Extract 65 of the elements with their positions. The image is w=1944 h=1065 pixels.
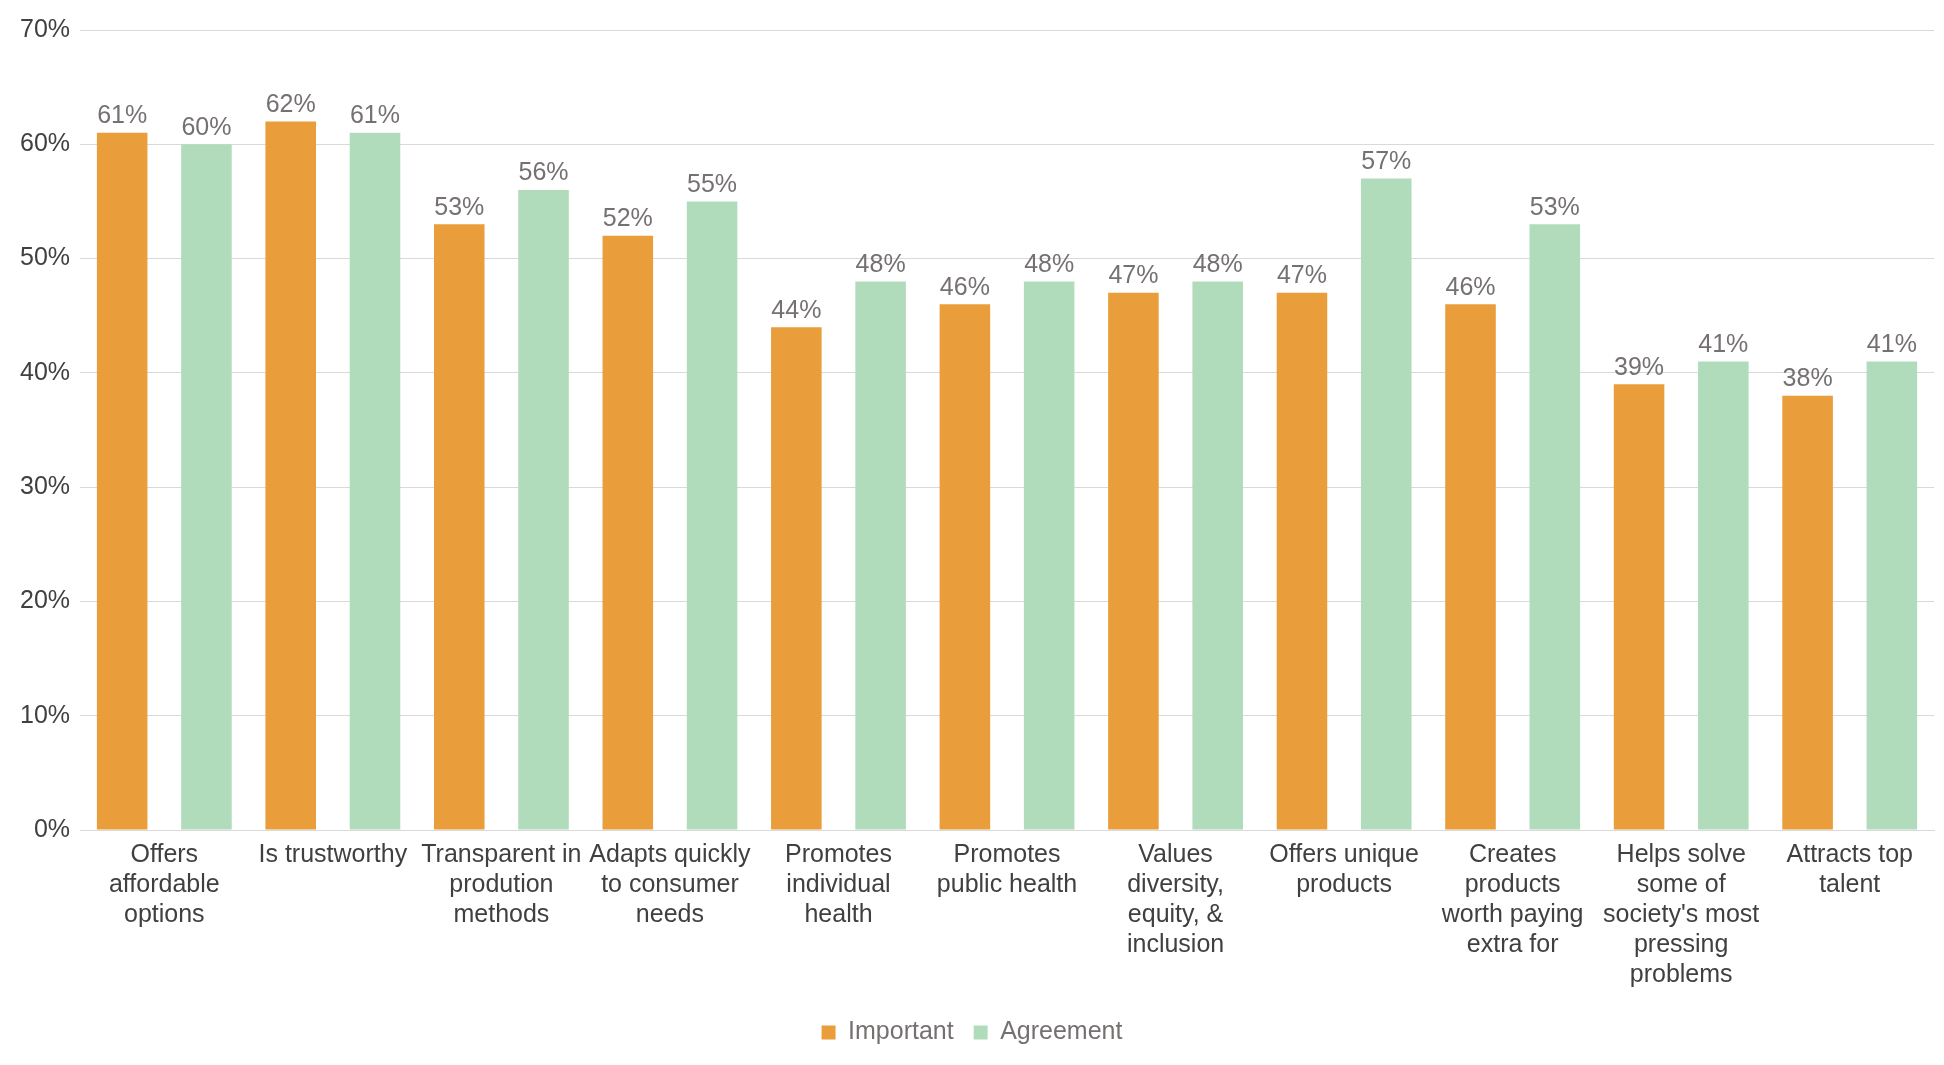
- bar: [1445, 304, 1496, 830]
- x-tick-label: Offers unique products: [1269, 838, 1419, 897]
- data-label: 55%: [687, 168, 738, 197]
- data-label: 47%: [1108, 260, 1159, 289]
- bar: [1023, 281, 1075, 830]
- bar: [1276, 292, 1328, 830]
- data-label: 56%: [518, 157, 569, 186]
- data-label: 41%: [1866, 328, 1917, 357]
- bar: [1613, 384, 1665, 830]
- x-tick-label: Is trustworthy: [258, 838, 408, 867]
- data-label: 46%: [1445, 271, 1496, 300]
- data-label: 48%: [1192, 248, 1243, 277]
- x-tick-label: Values diversity, equity, & inclusion: [1126, 838, 1225, 957]
- data-label: 57%: [1361, 145, 1412, 174]
- data-label: 61%: [97, 100, 148, 129]
- data-label: 44%: [771, 294, 822, 323]
- data-label: 60%: [181, 111, 232, 140]
- y-tick-label: 60%: [19, 128, 71, 157]
- bar: [1192, 281, 1243, 830]
- bar: [1698, 361, 1749, 830]
- bar: [1782, 395, 1833, 830]
- x-tick-label: Adapts quickly to consumer needs: [589, 838, 752, 927]
- data-label: 62%: [265, 88, 316, 117]
- bar: [939, 304, 991, 830]
- y-tick-label: 50%: [19, 242, 71, 271]
- data-label: 46%: [939, 271, 990, 300]
- bar: [855, 281, 906, 830]
- bar: [686, 201, 738, 830]
- data-label: 48%: [855, 248, 906, 277]
- bar: [265, 121, 316, 830]
- bar: [181, 144, 232, 830]
- bar: [433, 224, 485, 830]
- y-tick-label: 30%: [19, 471, 71, 500]
- legend-label: Agreement: [1000, 1016, 1123, 1045]
- data-label: 39%: [1614, 351, 1665, 380]
- y-tick-label: 20%: [19, 585, 71, 614]
- data-label: 53%: [434, 191, 485, 220]
- data-label: 41%: [1698, 328, 1749, 357]
- y-tick-label: 40%: [19, 356, 71, 385]
- data-label: 61%: [349, 100, 401, 129]
- bar: [1866, 361, 1918, 830]
- bar: [1529, 224, 1581, 830]
- legend-label: Important: [848, 1016, 954, 1045]
- bar: [349, 132, 401, 830]
- bar: [96, 132, 148, 830]
- x-tick-label: Creates products worth paying extra for: [1440, 838, 1584, 957]
- data-label: 47%: [1276, 260, 1327, 289]
- bar: [1360, 178, 1412, 830]
- data-label: 38%: [1782, 363, 1833, 392]
- bar: [602, 235, 654, 830]
- x-tick-label: Promotes individual health: [784, 838, 892, 927]
- x-tick-label: Transparent in prodution methods: [421, 838, 582, 927]
- y-tick-label: 10%: [19, 699, 71, 728]
- bar: [518, 190, 569, 830]
- data-label: 48%: [1024, 248, 1075, 277]
- x-tick-label: Offers affordable options: [108, 838, 220, 927]
- x-tick-label: Helps solve some of society's most pressing problems: [1603, 838, 1760, 987]
- bar: [1108, 292, 1159, 830]
- x-tick-label: Attracts top talent: [1786, 838, 1913, 897]
- bar: [771, 327, 822, 830]
- data-label: 52%: [602, 203, 653, 232]
- y-tick-label: 0%: [33, 813, 71, 842]
- x-tick-label: Promotes public health: [936, 838, 1078, 897]
- data-label: 53%: [1529, 191, 1580, 220]
- y-tick-label: 70%: [19, 13, 71, 42]
